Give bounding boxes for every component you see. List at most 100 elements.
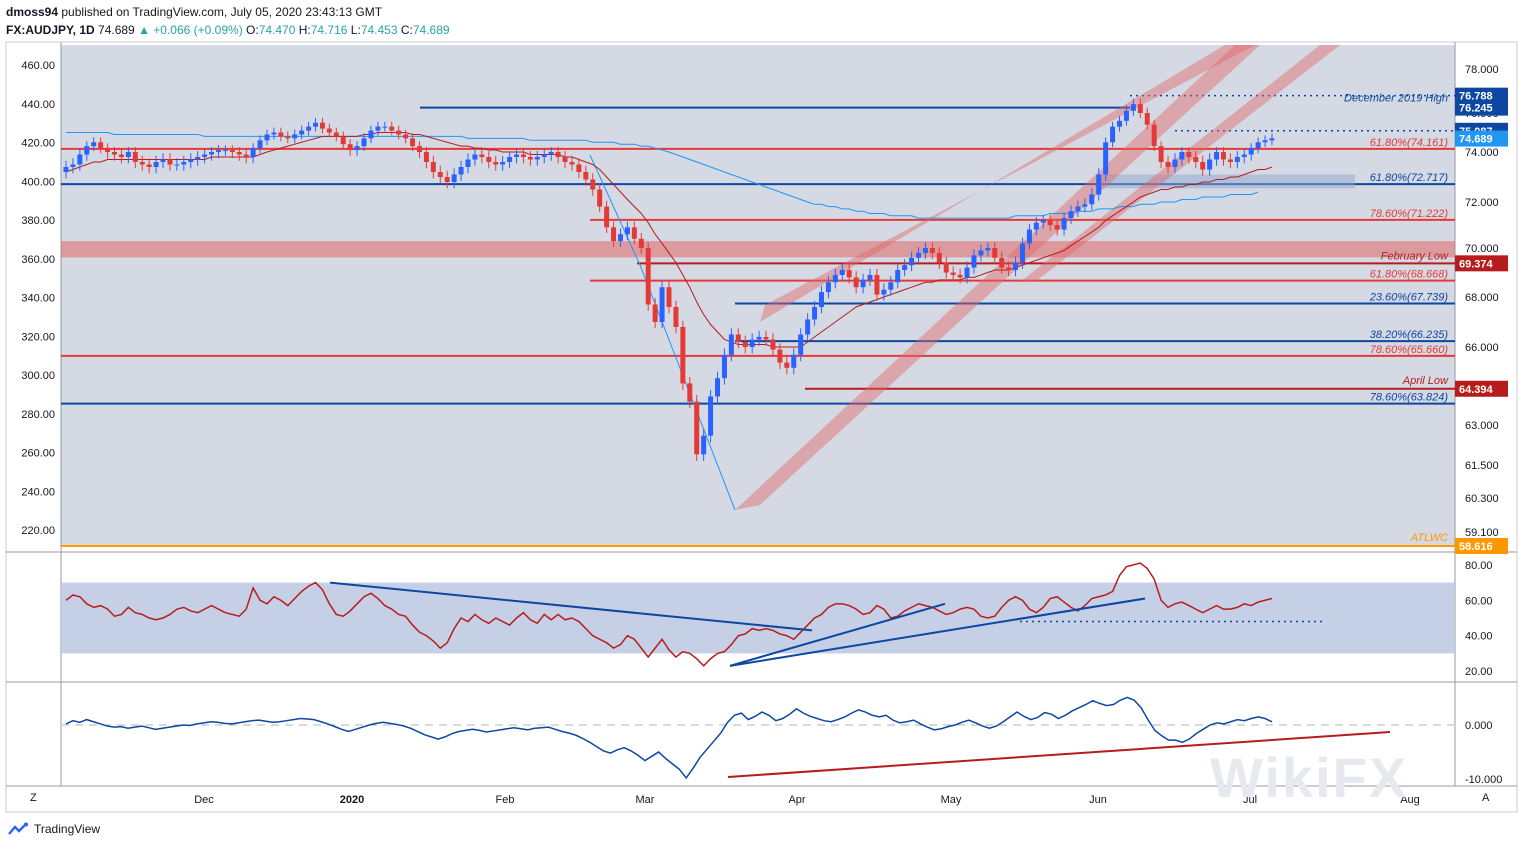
- candle-body: [604, 206, 610, 228]
- candle-body: [160, 159, 166, 162]
- right-axis-tick: 63.000: [1465, 420, 1499, 432]
- candle-body: [229, 150, 235, 152]
- candle-body: [1186, 152, 1192, 157]
- candle-body: [541, 154, 547, 157]
- candle-body: [202, 154, 208, 157]
- candle-body: [770, 339, 776, 350]
- candle-body: [1137, 104, 1143, 113]
- candle-body: [486, 157, 492, 162]
- candle-body: [1220, 152, 1226, 160]
- candle-body: [832, 274, 838, 283]
- candle-body: [174, 164, 180, 166]
- candle-body: [458, 167, 464, 175]
- candle-body: [1151, 124, 1157, 147]
- symbol-header: FX:AUDJPY, 1D 74.689 ▲ +0.066 (+0.09%) O…: [6, 23, 450, 37]
- candle-body: [631, 227, 637, 239]
- candle-body: [818, 292, 824, 307]
- price-label-box: [1455, 130, 1508, 147]
- x-axis-tick: Feb: [496, 794, 515, 806]
- price-change: ▲ +0.066 (+0.09%): [138, 23, 243, 37]
- oscillator-line: [65, 696, 1273, 780]
- candle-body: [1061, 218, 1067, 230]
- tradingview-logo-icon: [8, 822, 28, 835]
- candle-body: [1089, 194, 1095, 205]
- candle-body: [527, 157, 533, 160]
- candle-body: [375, 126, 381, 131]
- candle-body: [285, 136, 291, 139]
- candle-body: [444, 177, 450, 182]
- candle-body: [139, 162, 145, 165]
- candle-body: [132, 152, 138, 162]
- candle-body: [825, 282, 831, 293]
- candle-body: [507, 157, 513, 162]
- candle-body: [1013, 262, 1019, 271]
- candle-body: [1117, 120, 1123, 127]
- candle-body: [791, 354, 797, 368]
- candle-body: [583, 172, 589, 180]
- candle-body: [687, 383, 693, 402]
- open-value: 74.470: [258, 23, 296, 37]
- candle-body: [895, 270, 901, 283]
- candle-body: [597, 189, 603, 207]
- candle-body: [98, 142, 104, 149]
- oscillator-axis-tick: -10.000: [1465, 774, 1502, 786]
- publish-info: published on TradingView.com, July 05, 2…: [61, 5, 383, 19]
- candle-body: [1033, 222, 1039, 230]
- candle-body: [1269, 138, 1275, 141]
- candle-body: [105, 148, 111, 152]
- open-label: O:: [246, 23, 259, 37]
- price-pane-bg: [61, 45, 1455, 547]
- watermark: WikiFX: [1210, 746, 1409, 809]
- candle-body: [964, 267, 970, 278]
- fib-swing-line: [589, 154, 736, 511]
- candle-body: [590, 179, 596, 190]
- auto-scale-corner: A: [1482, 792, 1490, 804]
- candle-body: [520, 154, 526, 157]
- candle-body: [1130, 104, 1136, 111]
- author-name[interactable]: dmoss94: [6, 5, 59, 19]
- candle-body: [319, 122, 325, 129]
- candle-body: [70, 164, 76, 167]
- candle-body: [617, 234, 623, 242]
- candle-body: [222, 150, 228, 152]
- candle-body: [888, 282, 894, 290]
- symbol-name[interactable]: FX:AUDJPY, 1D: [6, 23, 95, 37]
- candle-body: [777, 349, 783, 363]
- rsi-trendline: [729, 597, 1146, 667]
- last-price: 74.689: [98, 23, 135, 37]
- candle-body: [1082, 204, 1088, 207]
- left-axis-tick: 260.00: [21, 448, 55, 460]
- candle-body: [63, 167, 69, 172]
- rsi-trendline: [329, 581, 813, 632]
- candle-body: [1026, 229, 1032, 244]
- candle-body: [493, 162, 499, 165]
- candle-body: [971, 255, 977, 268]
- price-label-box: [1455, 538, 1508, 554]
- candle-body: [306, 126, 312, 131]
- candle-body: [416, 146, 422, 152]
- left-axis-tick: 440.00: [21, 99, 55, 111]
- candle-body: [1144, 113, 1150, 125]
- candle-body: [347, 144, 353, 151]
- candle-body: [403, 134, 409, 139]
- candle-body: [188, 159, 194, 162]
- candle-body: [902, 265, 908, 271]
- tradingview-footer[interactable]: TradingView: [8, 822, 100, 836]
- x-axis-tick: 2020: [340, 794, 364, 806]
- candle-body: [1241, 154, 1247, 157]
- candle-body: [666, 287, 672, 307]
- tradingview-brand: TradingView: [34, 822, 101, 836]
- candle-body: [368, 130, 374, 139]
- candle-body: [1214, 152, 1220, 160]
- candle-body: [410, 138, 416, 147]
- candle-body: [84, 146, 90, 155]
- candle-body: [236, 152, 242, 155]
- publish-header: dmoss94 published on TradingView.com, Ju…: [6, 5, 382, 19]
- right-axis-tick: 78.000: [1465, 64, 1499, 76]
- candle-body: [389, 126, 395, 131]
- x-axis-tick: May: [941, 794, 962, 806]
- right-axis-tick: 61.500: [1465, 460, 1499, 472]
- left-axis-tick: 400.00: [21, 176, 55, 188]
- candle-body: [812, 307, 818, 320]
